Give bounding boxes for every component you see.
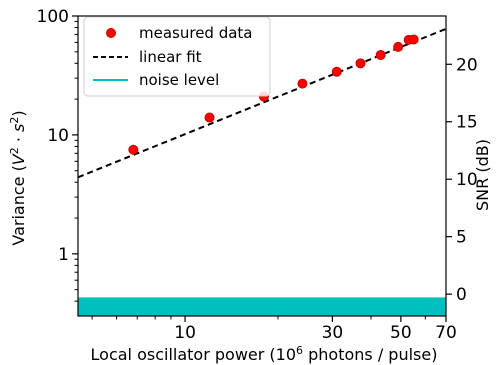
data-point <box>375 49 386 60</box>
y2-tick-label: 20 <box>456 55 478 75</box>
y2-tick-label: 10 <box>456 170 478 190</box>
y-tick-label: 1 <box>58 245 69 265</box>
y2-tick-label: 15 <box>456 113 478 133</box>
legend-label-noise: noise level <box>139 71 219 89</box>
y2-tick-label: 5 <box>456 228 467 248</box>
data-point <box>355 58 366 69</box>
data-point <box>204 112 215 123</box>
x-axis-label: Local oscillator power (106 photons / pu… <box>91 344 438 364</box>
x-tick-label: 10 <box>174 323 196 343</box>
legend: measured data linear fit noise level <box>83 16 271 97</box>
plot-border <box>77 15 447 317</box>
noise-level-band <box>78 297 446 316</box>
y2-axis-label: SNR (dB) <box>473 139 492 211</box>
y2-tick-label: 0 <box>456 285 467 305</box>
data-point <box>408 34 419 45</box>
data-point <box>331 66 342 77</box>
legend-box <box>83 16 271 97</box>
legend-label-fit: linear fit <box>139 48 202 66</box>
x-tick-label: 70 <box>435 323 457 343</box>
y-axis-label: Variance (V2 · s2) <box>8 110 28 245</box>
x-tick-label: 30 <box>322 323 344 343</box>
data-point <box>393 41 404 52</box>
y-tick-label: 10 <box>47 126 69 146</box>
x-tick-label: 50 <box>390 323 412 343</box>
y-tick-label: 100 <box>37 7 69 27</box>
axis-ticks: 10 30 50 70 1 10 100 0 5 10 15 20 <box>37 7 478 343</box>
plot-area <box>78 27 446 316</box>
data-point <box>297 78 308 89</box>
legend-marker-measured <box>106 28 116 38</box>
data-point <box>128 144 139 155</box>
axes-frame <box>77 15 447 317</box>
legend-label-measured: measured data <box>139 24 253 42</box>
